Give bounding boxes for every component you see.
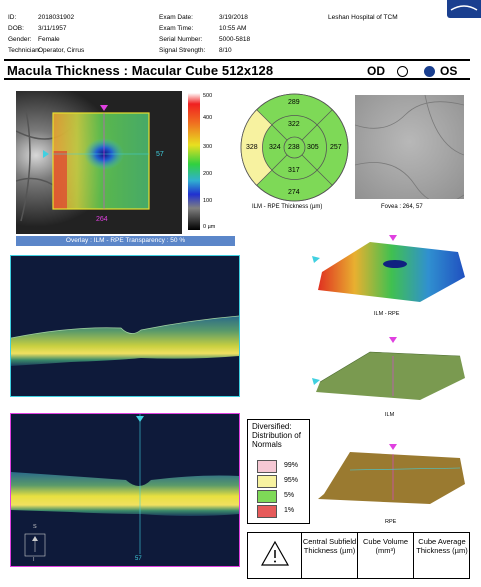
scale-tick-400: 400 [203, 115, 213, 121]
legend-swatch-5 [257, 490, 277, 503]
surface-ilm-label: ILM [385, 412, 395, 418]
gender-value: Female [38, 36, 60, 43]
etdrs-inner-right: 305 [307, 144, 319, 151]
bscan-horizontal[interactable] [10, 255, 240, 397]
od-radio[interactable] [397, 66, 408, 77]
patient-info: ID: 2018031902 DOB: 3/11/1957 Gender: Femal… [8, 12, 84, 56]
scale-tick-0: 0 µm [203, 224, 216, 230]
warning-cell [248, 533, 302, 578]
os-radio[interactable] [424, 66, 435, 77]
bscan2-bottom-value: 57 [135, 556, 142, 562]
fovea-image[interactable] [355, 95, 464, 199]
serial-value: 5000-5818 [219, 36, 251, 43]
etdrs-outer-top: 289 [288, 99, 300, 106]
serial-label: Serial Number: [159, 36, 203, 43]
legend-label-95: 95% [284, 477, 299, 484]
exam-date-value: 3/19/2018 [219, 14, 248, 21]
legend-swatch-95 [257, 475, 277, 488]
surface-rpe[interactable] [310, 444, 470, 509]
id-label: ID: [8, 14, 17, 21]
dob-value: 3/11/1957 [38, 25, 67, 32]
bscan2-corner-s: S [33, 524, 37, 530]
surface-ilm-rpe[interactable] [310, 232, 470, 307]
legend-title: Diversified: Distribution of Normals [252, 422, 301, 449]
hospital-name: Leshan Hospital of TCM [328, 14, 398, 21]
cube-average-thickness: Cube Average Thickness (µm) [416, 537, 468, 555]
signal-label: Signal Strength: [159, 47, 206, 54]
tech-label: Technician: [8, 47, 41, 54]
legend-label-99: 99% [284, 462, 299, 469]
etdrs-inner-bottom: 317 [288, 167, 300, 174]
etdrs-inner-left: 324 [269, 144, 281, 151]
fundus-marker-value: 57 [156, 151, 164, 158]
cube-volume: Cube Volume (mm³) [358, 533, 414, 578]
scale-tick-500: 500 [203, 93, 213, 99]
title-bar: Macula Thickness : Macular Cube 512x128 … [4, 59, 470, 80]
fovea-caption: Fovea : 264, 57 [381, 204, 423, 210]
surface-ilm-rpe-label: ILM - RPE [374, 311, 400, 317]
dob-label: DOB: [8, 25, 24, 32]
signal-value: 8/10 [219, 47, 232, 54]
tech-value: Operator, Cirrus [38, 47, 85, 54]
etdrs-outer-left: 328 [246, 144, 258, 151]
warning-icon [260, 540, 289, 566]
thickness-colorscale [188, 93, 200, 230]
bscan2-corner-i: I [33, 557, 35, 563]
exam-time-value: 10:55 AM [219, 25, 247, 32]
etdrs-outer-bottom: 274 [288, 189, 300, 196]
fundus-overlay-image[interactable]: 57 264 [16, 91, 182, 234]
legend-label-1: 1% [284, 507, 295, 514]
overlay-caption: Overlay : ILM - RPE Transparency : 50 % [16, 236, 235, 246]
bscan-vertical[interactable]: 57 S I [10, 413, 240, 567]
etdrs-outer-right: 257 [330, 144, 342, 151]
central-subfield-thickness: Central Subfield Thickness (µm) [302, 533, 358, 578]
legend-label-5: 5% [284, 492, 295, 499]
etdrs-thickness-grid[interactable]: 289 328 257 274 322 324 305 317 238 [240, 93, 349, 202]
scale-tick-200: 200 [203, 171, 213, 177]
legend-swatch-99 [257, 460, 277, 473]
summary-table: Central Subfield Thickness (µm) Cube Vol… [247, 532, 470, 579]
surface-ilm[interactable] [310, 334, 470, 404]
etdrs-center: 238 [288, 144, 300, 151]
os-label: OS [440, 64, 458, 78]
legend-swatch-1 [257, 505, 277, 518]
exam-info: Exam Date: 3/19/2018 Exam Time: 10:55 AM S… [159, 12, 250, 56]
etdrs-inner-top: 322 [288, 121, 300, 128]
id-value: 2018031902 [38, 14, 75, 21]
surface-rpe-label: RPE [385, 519, 397, 525]
normals-legend: Diversified: Distribution of Normals 99%… [247, 419, 310, 524]
exam-time-label: Exam Time: [159, 25, 194, 32]
scale-tick-100: 100 [203, 198, 213, 204]
exam-date-label: Exam Date: [159, 14, 193, 21]
etdrs-caption: ILM - RPE Thickness (µm) [252, 204, 323, 210]
zeiss-logo [447, 0, 481, 18]
fundus-bottom-value: 264 [96, 216, 108, 223]
od-label: OD [367, 64, 385, 78]
gender-label: Gender: [8, 36, 32, 43]
scale-tick-300: 300 [203, 144, 213, 150]
page-title: Macula Thickness : Macular Cube 512x128 [7, 63, 274, 78]
